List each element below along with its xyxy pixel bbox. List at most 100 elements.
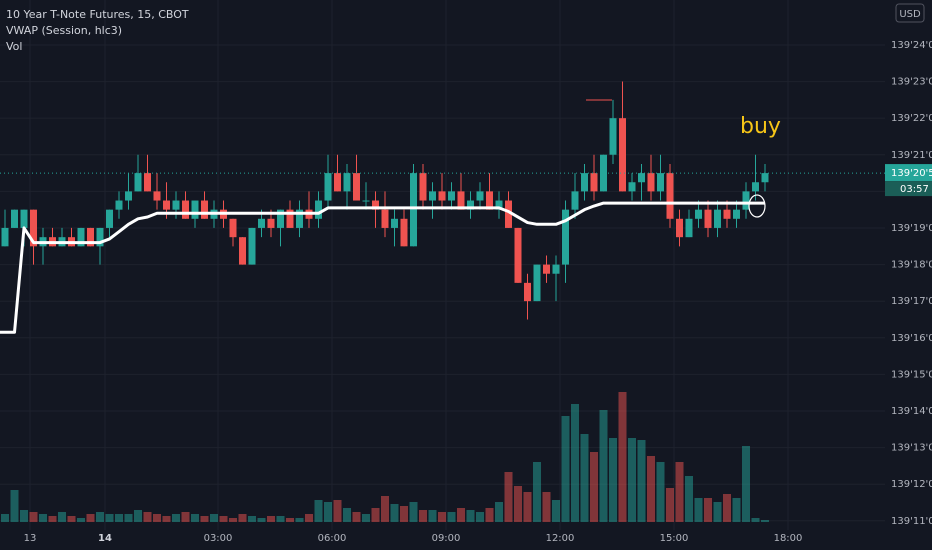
candle-body: [172, 200, 180, 210]
y-tick-label: 139'11'0: [891, 516, 932, 527]
candle-body: [495, 200, 503, 210]
y-tick-label: 139'21'0: [891, 150, 932, 161]
volume-bar: [191, 514, 199, 522]
volume-bar: [134, 510, 142, 522]
y-tick-label: 139'12'0: [891, 479, 932, 490]
y-tick-label: 139'15'0: [891, 369, 932, 380]
y-tick-label: 139'14'0: [891, 406, 932, 417]
candle-body: [163, 200, 170, 210]
volume-bar: [305, 514, 313, 522]
volume-bar: [390, 504, 399, 522]
candle-body: [96, 227, 104, 247]
volume-bar: [352, 512, 361, 522]
y-tick-label: 139'22'0: [891, 113, 932, 124]
x-tick-label: 14: [98, 533, 112, 544]
candle-body: [647, 173, 655, 192]
candle-body: [391, 218, 398, 228]
volume-bar: [248, 516, 256, 522]
candles: [1, 81, 769, 320]
volume-bar: [713, 502, 722, 522]
candle-body: [524, 282, 531, 302]
candle-body: [714, 209, 721, 228]
volume-bar: [457, 508, 465, 522]
volume-bar: [371, 508, 380, 522]
volume-bar: [742, 446, 750, 522]
volume-bar: [476, 512, 484, 522]
volume-bar: [29, 512, 38, 522]
volume-bar: [58, 512, 66, 522]
candle-body: [20, 209, 28, 228]
candle-body: [609, 118, 617, 155]
volume-bar: [533, 462, 541, 522]
candle-body: [704, 209, 712, 228]
price-label-bg: [885, 164, 932, 182]
candle-body: [343, 173, 351, 192]
volume-bar: [381, 496, 389, 522]
volume-bar: [229, 518, 237, 522]
time-axis: 13 14 03:00 06:00 09:00 12:00 15:00 18:00: [24, 533, 803, 544]
volume-bar: [542, 492, 551, 522]
candle-body: [761, 173, 769, 183]
candle-body: [277, 209, 284, 228]
volume-bar: [419, 510, 427, 522]
countdown-bg: [885, 181, 932, 197]
volume-bar: [172, 514, 180, 522]
candle-body: [1, 227, 9, 247]
volume-bar: [333, 500, 342, 522]
volume-bar: [409, 502, 418, 522]
volume-bar: [67, 516, 76, 522]
candle-body: [201, 200, 208, 219]
x-tick-label: 13: [24, 533, 37, 544]
candle-body: [438, 191, 446, 201]
candle-body: [239, 237, 246, 265]
volume-bar: [400, 506, 408, 522]
annotation: buy: [740, 114, 781, 139]
volume-bar: [751, 518, 760, 522]
volume-bar: [523, 492, 532, 522]
volume-bar: [561, 416, 570, 522]
volume-bar: [685, 476, 693, 522]
price-label: 139'20'5: [891, 168, 932, 179]
volume-bar: [504, 472, 513, 522]
candle-body: [372, 200, 379, 210]
volume-bar: [694, 498, 703, 522]
volume-bar: [552, 500, 560, 522]
price-axis: 139'24'0139'23'0139'22'0139'21'0139'20'0…: [885, 0, 932, 550]
volume-bar: [324, 502, 332, 522]
volume-bar: [618, 392, 627, 522]
candle-body: [286, 209, 294, 228]
candle-body: [134, 173, 142, 192]
candle-body: [334, 173, 341, 192]
volume-bar: [438, 512, 446, 522]
volume-bar: [485, 508, 494, 522]
candle-body: [77, 227, 85, 247]
currency: USD: [899, 9, 921, 20]
volume-bar: [181, 512, 190, 522]
candle-body: [87, 227, 94, 247]
candle-body: [258, 218, 265, 228]
candle-body: [457, 191, 465, 210]
candle-body: [30, 209, 37, 247]
candle-body: [182, 200, 189, 219]
candle-body: [11, 209, 18, 228]
volume-bar: [210, 514, 218, 522]
volume-bar: [267, 516, 275, 522]
candle-body: [144, 173, 151, 192]
volume-bar: [276, 516, 285, 522]
volume-bar: [609, 438, 617, 522]
candle-body: [723, 209, 731, 219]
volume-bar: [628, 438, 636, 522]
candle-body: [733, 209, 740, 219]
candle-body: [543, 264, 550, 274]
y-tick-label: 139'13'0: [891, 443, 932, 454]
volume-bar: [115, 514, 123, 522]
volume-bar: [580, 434, 589, 522]
candle-body: [752, 182, 759, 192]
candle-body: [106, 209, 113, 228]
volume-bar: [647, 456, 655, 522]
volume-bar: [428, 510, 437, 522]
volume-bar: [723, 494, 731, 522]
candle-body: [638, 173, 645, 183]
volume-bar: [77, 518, 85, 522]
